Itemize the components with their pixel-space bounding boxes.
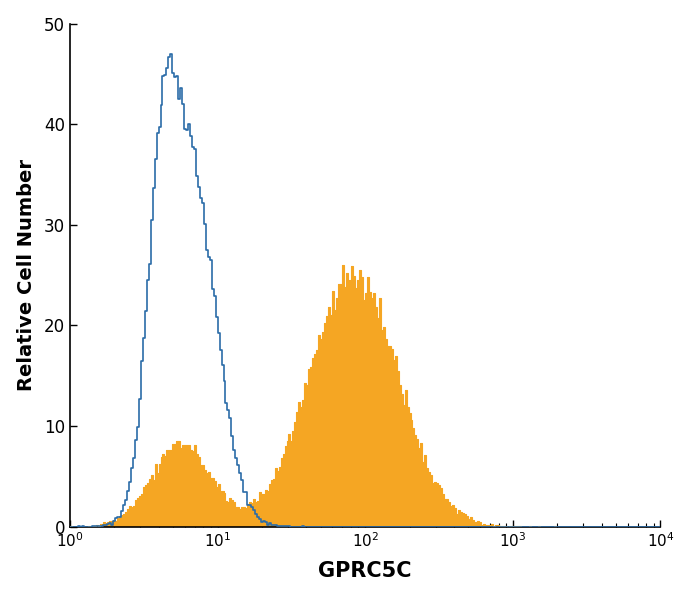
X-axis label: GPRC5C: GPRC5C bbox=[319, 562, 412, 581]
Y-axis label: Relative Cell Number: Relative Cell Number bbox=[17, 159, 36, 391]
Polygon shape bbox=[70, 265, 661, 527]
